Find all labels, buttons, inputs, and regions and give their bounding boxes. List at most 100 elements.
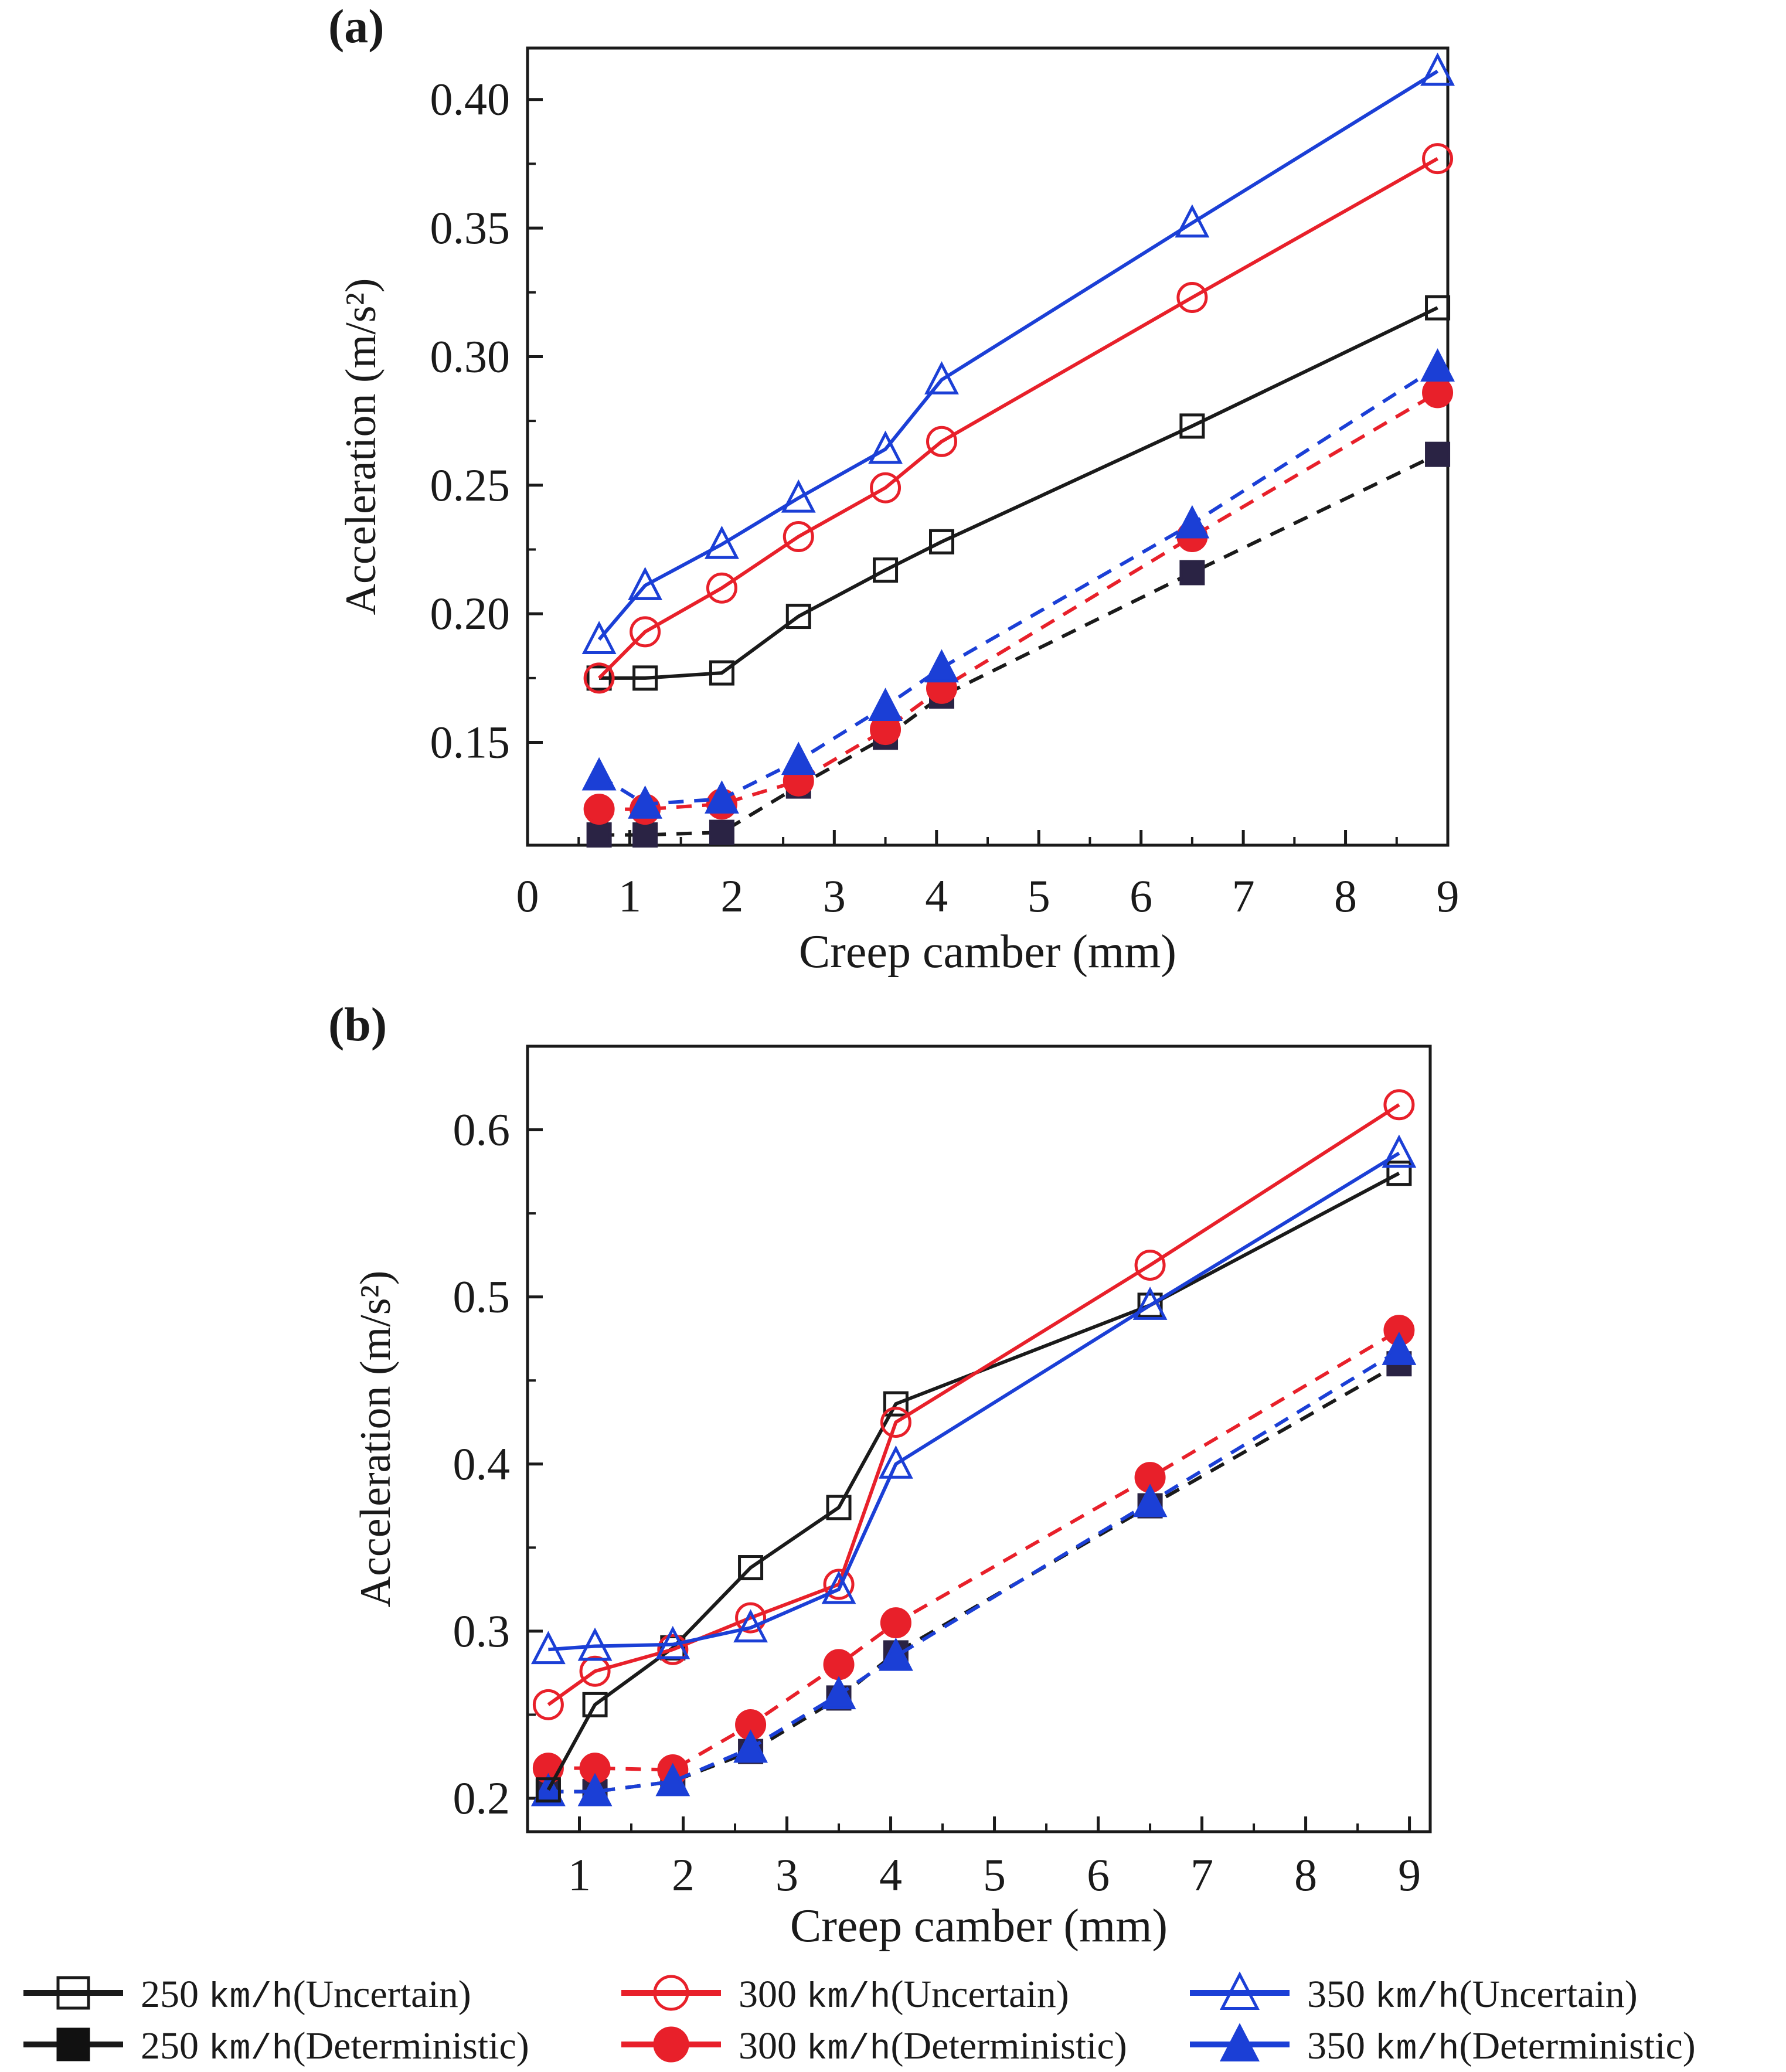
data-point-250-km-h-uncertain xyxy=(873,557,899,583)
legend: 250 km/h(Uncertain)250 km/h(Deterministi… xyxy=(23,1971,1696,2070)
data-point-250-km-h-deterministic xyxy=(586,822,612,848)
y-tick-label: 0.6 xyxy=(453,1104,511,1155)
legend-kind: (Deterministic) xyxy=(1460,2025,1696,2067)
panel-label: (b) xyxy=(328,998,387,1051)
x-axis-label: Creep camber (mm) xyxy=(799,926,1176,978)
legend-item: 350 km/h(Deterministic) xyxy=(1190,2023,1696,2070)
data-point-250-km-h-uncertain xyxy=(1425,295,1451,321)
series-line-300-km-h-deterministic xyxy=(548,1329,1400,1772)
legend-kind: (Deterministic) xyxy=(293,2025,529,2067)
data-point-350-km-h-uncertain xyxy=(821,1570,856,1604)
data-point-250-km-h-deterministic xyxy=(1179,560,1205,586)
x-tick-label: 5 xyxy=(1028,870,1050,921)
legend-item: 250 km/h(Deterministic) xyxy=(23,2025,529,2070)
legend-kind: (Uncertain) xyxy=(1460,1973,1638,2016)
y-tick-label: 0.25 xyxy=(430,460,511,511)
data-point-300-km-h-uncertain xyxy=(579,1655,611,1687)
legend-item: 350 km/h(Uncertain) xyxy=(1190,1971,1638,2018)
data-point-350-km-h-deterministic xyxy=(821,1676,856,1710)
data-point-300-km-h-uncertain xyxy=(583,662,615,694)
data-point-250-km-h-uncertain xyxy=(883,1391,909,1417)
data-point-300-km-h-deterministic xyxy=(880,1607,911,1639)
y-tick-label: 0.15 xyxy=(430,717,511,768)
x-tick-label: 3 xyxy=(823,870,846,921)
legend-speed: 250 xyxy=(141,2025,209,2067)
legend-kind: (Uncertain) xyxy=(891,1973,1069,2016)
series-line-250-km-h-deterministic xyxy=(548,1362,1400,1794)
data-point-350-km-h-deterministic xyxy=(577,1772,613,1806)
data-point-350-km-h-uncertain xyxy=(628,567,663,600)
data-point-350-km-h-uncertain xyxy=(781,479,816,513)
data-point-350-km-h-deterministic xyxy=(581,757,617,791)
data-point-300-km-h-deterministic xyxy=(583,794,615,825)
y-tick-label: 0.4 xyxy=(453,1438,511,1489)
legend-speed: 350 xyxy=(1307,2025,1375,2067)
data-point-350-km-h-uncertain xyxy=(705,525,739,559)
legend-unit: km/h xyxy=(807,2030,891,2070)
data-point-250-km-h-uncertain xyxy=(582,1692,608,1717)
data-point-350-km-h-uncertain xyxy=(878,1445,913,1479)
series-line-350-km-h-deterministic xyxy=(548,1349,1400,1794)
data-point-300-km-h-uncertain xyxy=(880,1406,911,1438)
data-point-250-km-h-uncertain xyxy=(929,529,954,554)
data-point-250-km-h-deterministic xyxy=(709,819,734,845)
series-line-250-km-h-uncertain xyxy=(599,306,1438,680)
data-point-250-km-h-deterministic xyxy=(632,822,658,848)
legend-speed: 300 xyxy=(739,2025,807,2067)
data-point-350-km-h-deterministic xyxy=(705,780,739,814)
data-point-350-km-h-uncertain xyxy=(1132,1287,1168,1320)
x-tick-label: 6 xyxy=(1087,1849,1110,1900)
data-point-350-km-h-deterministic xyxy=(868,688,903,722)
legend-unit: km/h xyxy=(209,2030,293,2070)
series-line-300-km-h-uncertain xyxy=(597,157,1439,679)
legend-marker-triangle-icon xyxy=(1219,2023,1260,2062)
data-point-250-km-h-uncertain xyxy=(586,665,612,691)
data-point-300-km-h-deterministic xyxy=(1422,377,1454,409)
y-tick-label: 0.40 xyxy=(430,74,511,125)
data-point-350-km-h-deterministic xyxy=(1420,348,1455,382)
data-point-350-km-h-uncertain xyxy=(733,1609,768,1643)
legend-speed: 350 xyxy=(1307,1973,1375,2016)
panel-b: (b) 1 2 3 4 5 6 7 8 9 0.2 0.3 0.4 0.5 0.6 Creep camber … xyxy=(328,998,1432,1952)
y-tick-label: 0.35 xyxy=(430,202,511,253)
data-point-250-km-h-uncertain xyxy=(785,604,811,630)
data-point-300-km-h-uncertain xyxy=(735,1602,767,1634)
data-point-350-km-h-deterministic xyxy=(781,741,816,775)
series-line-350-km-h-deterministic xyxy=(598,365,1439,806)
legend-marker-square-icon xyxy=(56,2027,90,2061)
data-point-350-km-h-deterministic xyxy=(733,1729,768,1763)
data-point-350-km-h-uncertain xyxy=(924,361,959,394)
data-point-250-km-h-deterministic xyxy=(1425,441,1451,467)
data-point-300-km-h-uncertain xyxy=(783,521,814,553)
data-point-300-km-h-uncertain xyxy=(823,1569,855,1600)
data-point-300-km-h-uncertain xyxy=(1134,1249,1166,1281)
data-point-350-km-h-uncertain xyxy=(1382,1134,1417,1168)
x-tick-label: 7 xyxy=(1232,870,1255,921)
x-tick-label: 2 xyxy=(672,1849,695,1900)
data-point-300-km-h-uncertain xyxy=(1176,282,1208,314)
data-point-250-km-h-uncertain xyxy=(632,665,658,691)
data-point-350-km-h-deterministic xyxy=(655,1763,690,1797)
legend-unit: km/h xyxy=(1375,1978,1460,2018)
data-point-350-km-h-deterministic xyxy=(628,785,663,819)
plot-frame xyxy=(526,46,1450,847)
x-tick-label: 1 xyxy=(568,1849,591,1900)
data-point-250-km-h-uncertain xyxy=(826,1495,852,1520)
data-point-350-km-h-uncertain xyxy=(530,1631,566,1665)
y-axis-label: Acceleration (m/s²) xyxy=(352,1271,400,1608)
data-point-300-km-h-uncertain xyxy=(926,426,957,457)
data-point-300-km-h-deterministic xyxy=(823,1649,855,1680)
data-point-350-km-h-deterministic xyxy=(1382,1332,1417,1365)
data-point-350-km-h-deterministic xyxy=(924,649,959,683)
data-point-350-km-h-uncertain xyxy=(868,430,903,464)
data-point-250-km-h-uncertain xyxy=(709,660,734,686)
legend-item: 300 km/h(Deterministic) xyxy=(621,2025,1127,2070)
data-point-250-km-h-uncertain xyxy=(1179,413,1205,439)
data-point-350-km-h-deterministic xyxy=(1175,505,1210,539)
data-point-350-km-h-deterministic xyxy=(530,1772,566,1806)
series-line-250-km-h-uncertain xyxy=(546,1172,1400,1791)
data-point-350-km-h-uncertain xyxy=(581,621,617,654)
legend-label: 350 km/h(Uncertain) xyxy=(1307,1973,1638,2018)
data-point-350-km-h-deterministic xyxy=(1132,1484,1168,1518)
